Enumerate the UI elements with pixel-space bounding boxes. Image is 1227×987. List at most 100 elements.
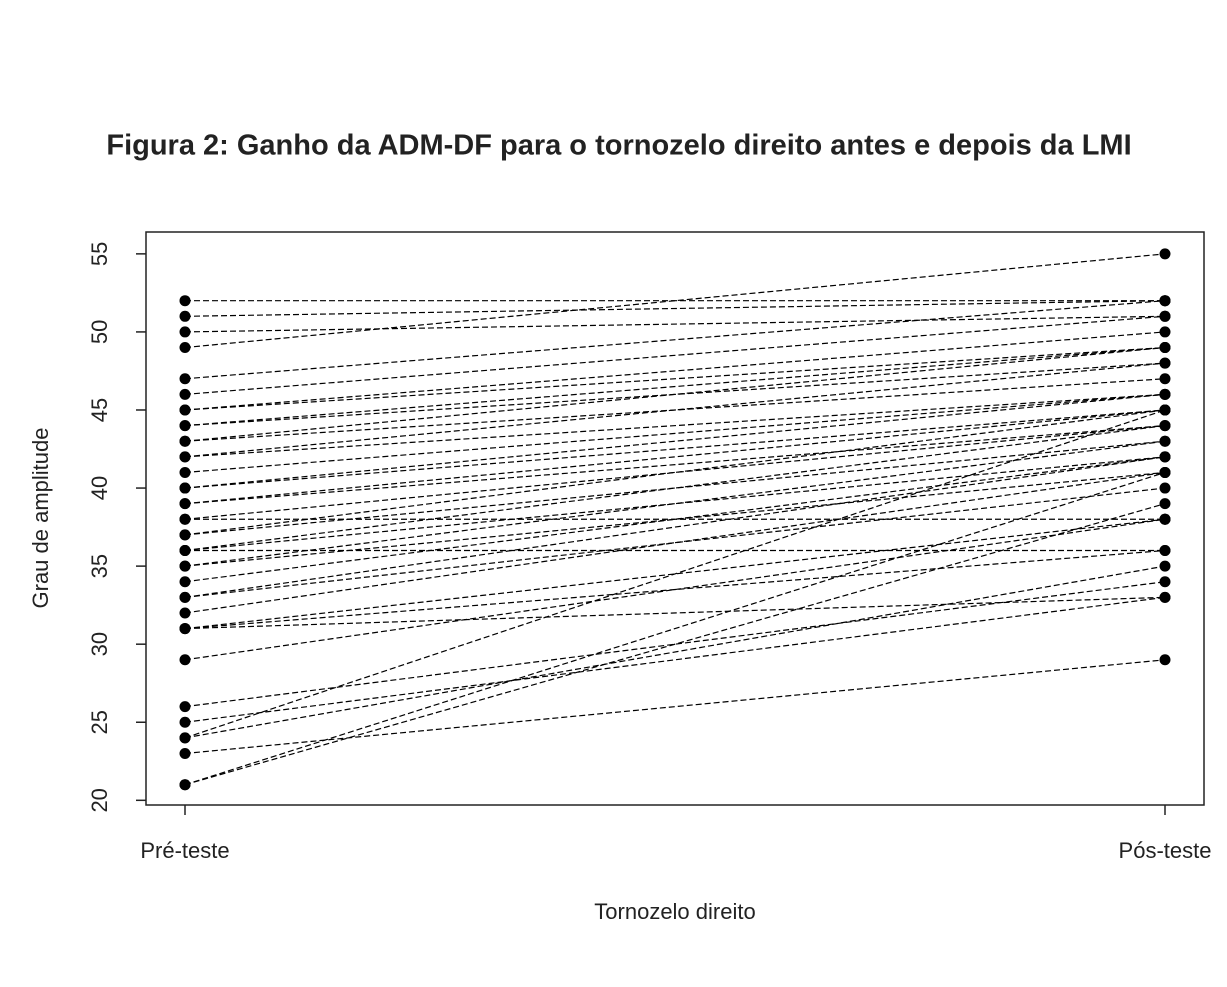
- pair-line: [184, 425, 1166, 505]
- y-tick-label: 50: [87, 320, 112, 344]
- pair-line: [184, 503, 1166, 786]
- pair-line: [184, 331, 1166, 411]
- point: [1159, 310, 1171, 322]
- point: [179, 747, 191, 759]
- point: [1159, 420, 1171, 432]
- pair-line: [184, 409, 1166, 739]
- point: [179, 310, 191, 322]
- pair-line: [184, 518, 1166, 661]
- pair-line: [184, 346, 1166, 427]
- point: [1159, 342, 1171, 354]
- point: [1159, 482, 1171, 494]
- y-tick-label: 55: [87, 242, 112, 266]
- pair-line: [184, 346, 1166, 442]
- pair-line: [184, 378, 1166, 442]
- pair-line: [184, 565, 1166, 739]
- pair-line: [184, 425, 1166, 520]
- x-axis-label: Tornozelo direito: [594, 899, 755, 924]
- y-tick-label: 35: [87, 554, 112, 578]
- point: [179, 701, 191, 713]
- point: [179, 342, 191, 354]
- point: [179, 388, 191, 400]
- pair-line: [184, 456, 1166, 598]
- point: [179, 560, 191, 572]
- pair-line: [184, 346, 1166, 411]
- x-tick-label: Pós-teste: [1119, 838, 1212, 863]
- point: [179, 451, 191, 463]
- point: [1159, 576, 1171, 588]
- point: [179, 466, 191, 478]
- point: [179, 623, 191, 635]
- point: [179, 576, 191, 588]
- pair-line: [184, 409, 1166, 489]
- pair-line: [184, 471, 1166, 786]
- point: [1159, 654, 1171, 666]
- pair-line: [184, 518, 1166, 630]
- point: [1159, 466, 1171, 478]
- point: [179, 373, 191, 385]
- pair-line: [184, 393, 1166, 474]
- point: [1159, 248, 1171, 260]
- point: [179, 591, 191, 603]
- pair-line: [184, 362, 1166, 458]
- pair-line: [184, 315, 1166, 333]
- pair-line: [184, 393, 1166, 489]
- point: [179, 498, 191, 510]
- pair-line: [184, 253, 1166, 349]
- pair-line: [184, 596, 1166, 723]
- point: [179, 545, 191, 557]
- y-tick-label: 40: [87, 476, 112, 500]
- point: [1159, 545, 1171, 557]
- point: [1159, 295, 1171, 307]
- point: [179, 420, 191, 432]
- point: [1159, 560, 1171, 572]
- point: [179, 326, 191, 338]
- point: [179, 404, 191, 416]
- y-tick-label: 45: [87, 398, 112, 422]
- point: [179, 732, 191, 744]
- y-tick-label: 20: [87, 788, 112, 812]
- point: [179, 716, 191, 728]
- y-tick-label: 30: [87, 632, 112, 656]
- point: [1159, 513, 1171, 525]
- point: [1159, 435, 1171, 447]
- point: [1159, 373, 1171, 385]
- point: [179, 654, 191, 666]
- pair-line: [184, 440, 1166, 536]
- point: [1159, 357, 1171, 369]
- point: [1159, 498, 1171, 510]
- pair-line: [184, 425, 1166, 552]
- point: [179, 295, 191, 307]
- pair-line: [184, 581, 1166, 708]
- point: [179, 482, 191, 494]
- point: [179, 529, 191, 541]
- pair-line: [184, 471, 1166, 614]
- plot-frame: [145, 231, 1205, 806]
- pair-line: [184, 456, 1166, 552]
- pair-line: [184, 471, 1166, 567]
- point: [179, 779, 191, 791]
- point: [179, 607, 191, 619]
- pair-line: [184, 659, 1166, 755]
- pair-line: [184, 409, 1166, 536]
- y-tick-label: 25: [87, 710, 112, 734]
- pair-line: [184, 393, 1166, 458]
- point: [1159, 388, 1171, 400]
- x-tick-label: Pré-teste: [140, 838, 229, 863]
- pair-line: [184, 456, 1166, 583]
- pair-line: [184, 300, 1166, 380]
- point: [1159, 591, 1171, 603]
- point: [179, 513, 191, 525]
- pair-line: [184, 487, 1166, 598]
- point: [1159, 326, 1171, 338]
- chart-title: Figura 2: Ganho da ADM-DF para o tornoze…: [106, 130, 1131, 162]
- point: [179, 435, 191, 447]
- point: [1159, 451, 1171, 463]
- y-axis-label: Grau de amplitude: [28, 428, 53, 609]
- pair-line: [184, 409, 1166, 505]
- pair-line: [184, 315, 1166, 395]
- pair-line: [184, 362, 1166, 427]
- pair-line: [184, 440, 1166, 567]
- point: [1159, 404, 1171, 416]
- pair-line: [184, 596, 1166, 630]
